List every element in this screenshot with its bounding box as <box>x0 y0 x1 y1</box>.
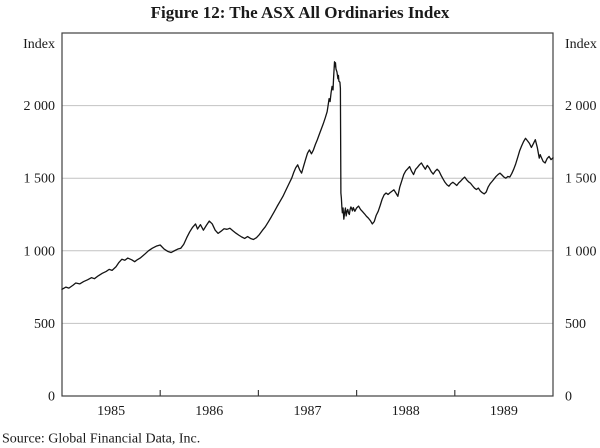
x-tick-1986: 1986 <box>195 404 223 419</box>
y-axis-right-title: Index <box>565 37 597 52</box>
y-tick-right-1500: 1 500 <box>565 172 597 187</box>
y-tick-left-2000: 2 000 <box>24 99 56 114</box>
y-tick-left-1000: 1 000 <box>24 244 56 259</box>
chart-title: Figure 12: The ASX All Ordinaries Index <box>151 3 450 22</box>
y-axis-left-title: Index <box>23 37 55 52</box>
y-tick-right-2000: 2 000 <box>565 99 597 114</box>
source-note: Source: Global Financial Data, Inc. <box>2 432 200 447</box>
y-tick-right-0: 0 <box>565 390 572 405</box>
y-tick-left-1500: 1 500 <box>24 172 56 187</box>
y-tick-left-0: 0 <box>48 390 55 405</box>
gridline-layer <box>62 105 553 396</box>
y-tick-right-500: 500 <box>565 317 586 332</box>
x-tick-1988: 1988 <box>392 404 420 419</box>
asx-index-line <box>61 61 554 290</box>
x-tick-1989: 1989 <box>490 404 518 419</box>
plot-frame <box>61 32 554 397</box>
x-tick-1987: 1987 <box>294 404 322 419</box>
y-tick-left-500: 500 <box>34 317 55 332</box>
y-tick-right-1000: 1 000 <box>565 244 597 259</box>
x-tick-1985: 1985 <box>97 404 125 419</box>
